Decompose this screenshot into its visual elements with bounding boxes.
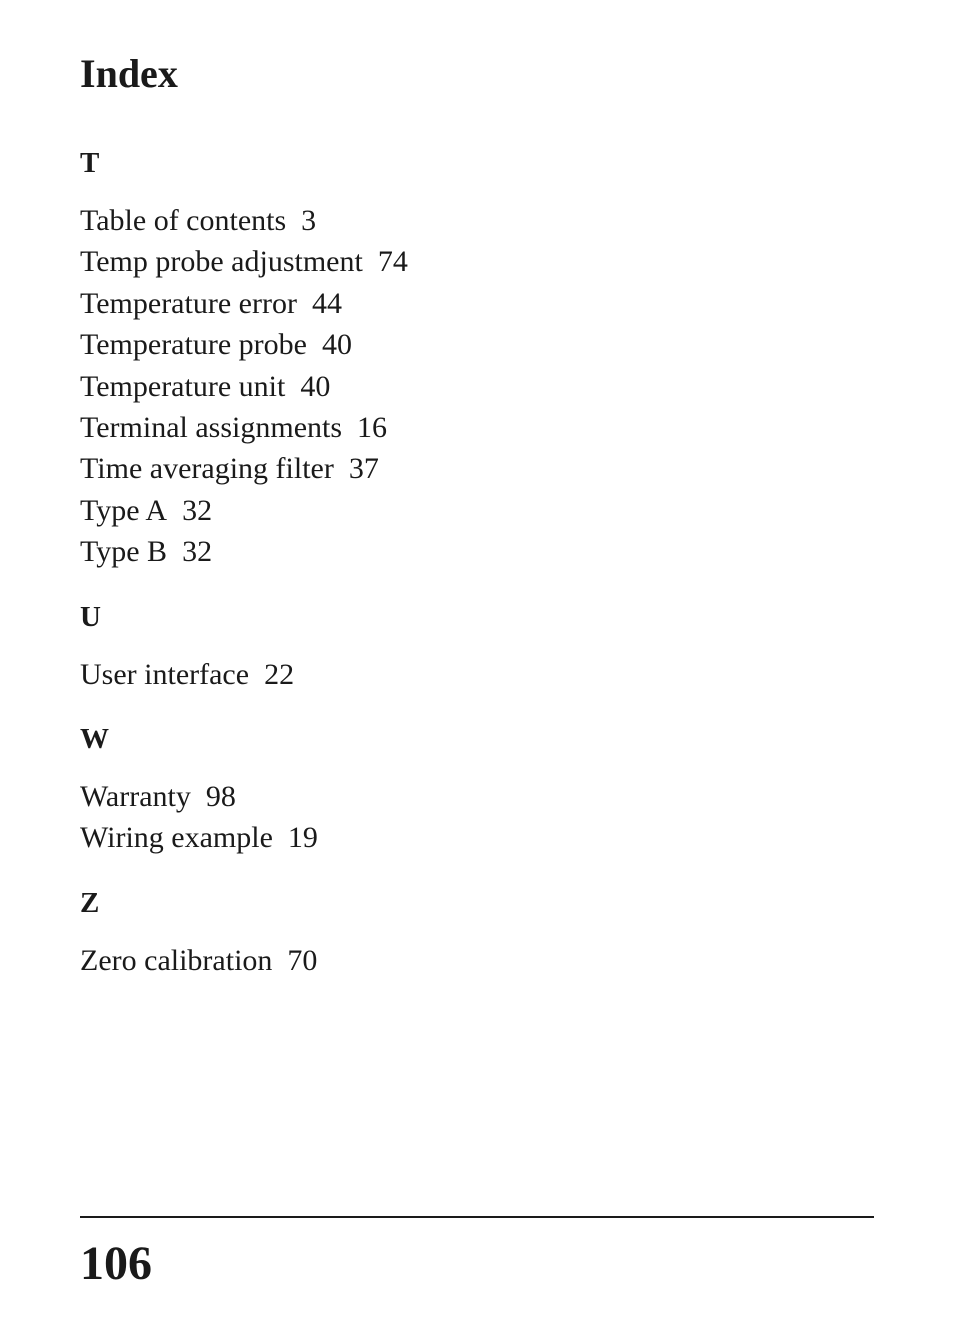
index-entry: Type A 32 <box>80 490 874 531</box>
index-section-z: Z Zero calibration 70 <box>80 887 874 981</box>
index-entry: Table of contents 3 <box>80 200 874 241</box>
index-page-ref: 40 <box>322 328 352 361</box>
index-page-ref: 32 <box>182 494 212 527</box>
index-entry: Temperature error 44 <box>80 283 874 324</box>
index-term: Time averaging filter <box>80 452 334 485</box>
page-footer: 106 <box>80 1216 874 1291</box>
index-entry: Zero calibration 70 <box>80 940 874 981</box>
section-letter: Z <box>80 887 874 920</box>
index-section-w: W Warranty 98 Wiring example 19 <box>80 723 874 859</box>
index-entry: Temp probe adjustment 74 <box>80 241 874 282</box>
index-page-ref: 32 <box>182 535 212 568</box>
index-page: Index T Table of contents 3 Temp probe a… <box>0 0 954 1336</box>
index-entry: Wiring example 19 <box>80 817 874 858</box>
index-term: Table of contents <box>80 204 286 237</box>
index-page-ref: 40 <box>300 370 330 403</box>
index-term: Temperature probe <box>80 328 307 361</box>
index-term: Type B <box>80 535 167 568</box>
index-page-ref: 98 <box>206 780 236 813</box>
index-page-ref: 19 <box>288 821 318 854</box>
index-section-t: T Table of contents 3 Temp probe adjustm… <box>80 147 874 573</box>
footer-divider <box>80 1216 874 1218</box>
index-page-ref: 22 <box>264 658 294 691</box>
index-page-ref: 70 <box>287 944 317 977</box>
index-page-ref: 44 <box>312 287 342 320</box>
index-term: Terminal assignments <box>80 411 342 444</box>
index-page-ref: 37 <box>349 452 379 485</box>
index-entry: Temperature probe 40 <box>80 324 874 365</box>
index-page-ref: 16 <box>357 411 387 444</box>
index-entry: Temperature unit 40 <box>80 366 874 407</box>
section-letter: W <box>80 723 874 756</box>
page-title: Index <box>80 50 874 97</box>
index-page-ref: 74 <box>378 245 408 278</box>
index-entry: Time averaging filter 37 <box>80 448 874 489</box>
index-section-u: U User interface 22 <box>80 601 874 695</box>
index-term: Warranty <box>80 780 191 813</box>
section-letter: U <box>80 601 874 634</box>
index-term: Temperature unit <box>80 370 285 403</box>
index-term: Temperature error <box>80 287 297 320</box>
index-term: Type A <box>80 494 167 527</box>
index-term: User interface <box>80 658 249 691</box>
index-entry: User interface 22 <box>80 654 874 695</box>
index-term: Wiring example <box>80 821 273 854</box>
index-page-ref: 3 <box>301 204 316 237</box>
index-entry: Type B 32 <box>80 531 874 572</box>
index-entry: Warranty 98 <box>80 776 874 817</box>
index-term: Zero calibration <box>80 944 272 977</box>
page-number: 106 <box>80 1236 874 1291</box>
section-letter: T <box>80 147 874 180</box>
index-term: Temp probe adjustment <box>80 245 363 278</box>
index-entry: Terminal assignments 16 <box>80 407 874 448</box>
